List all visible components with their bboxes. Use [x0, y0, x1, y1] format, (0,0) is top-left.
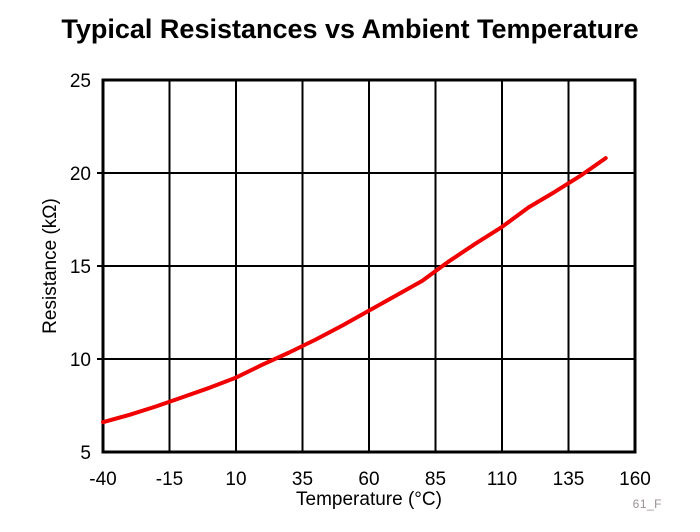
y-axis-label: Resistance (kΩ) [40, 198, 61, 334]
x-tick-label: 60 [358, 469, 379, 490]
x-tick-label: 35 [292, 469, 313, 490]
y-tick-label: 10 [70, 350, 91, 371]
x-tick-label: 160 [619, 469, 651, 490]
y-tick-label: 25 [70, 71, 91, 92]
x-tick-label: -40 [89, 469, 116, 490]
x-tick-label: -15 [156, 469, 183, 490]
figure-note: 61_F [632, 497, 662, 511]
x-tick-label: 85 [425, 469, 446, 490]
resistance-curve [101, 156, 608, 425]
x-tick-label: 135 [553, 469, 585, 490]
x-tick-label: 10 [225, 469, 246, 490]
y-tick-label: 20 [70, 164, 91, 185]
x-axis-label: Temperature (°C) [296, 489, 442, 510]
chart-title: Typical Resistances vs Ambient Temperatu… [61, 14, 639, 44]
plot-frame [101, 78, 637, 454]
y-tick-label: 5 [80, 443, 91, 464]
x-tick-label: 110 [487, 469, 517, 490]
y-tick-label: 15 [70, 257, 91, 278]
